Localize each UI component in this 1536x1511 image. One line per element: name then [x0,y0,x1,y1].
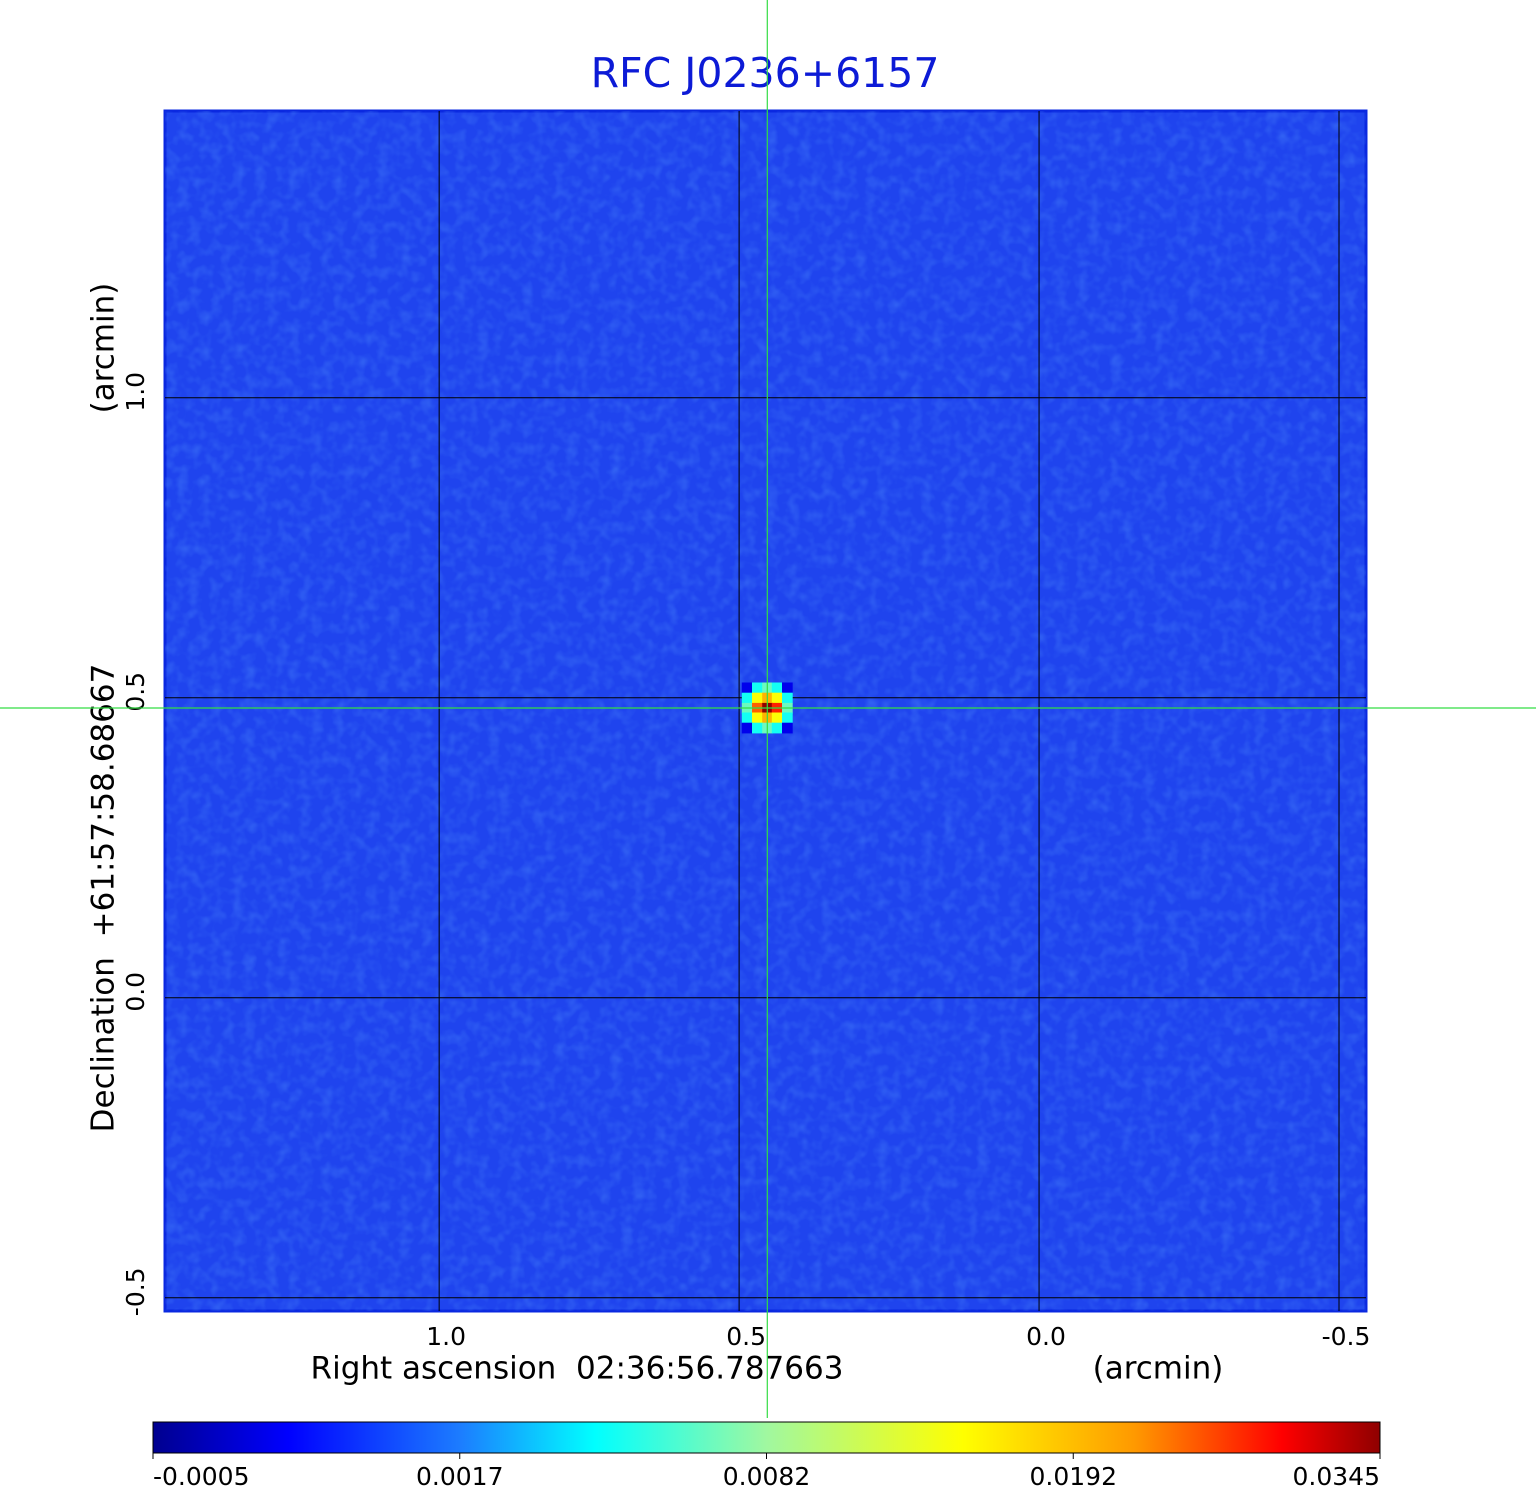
y-tick-label: -0.5 [121,1267,150,1316]
x-tick-label: 0.5 [726,1322,766,1351]
colorbar-tick-label: 0.0017 [416,1462,503,1491]
x-tick-label: -0.5 [1322,1322,1371,1351]
source-pixel [741,712,753,724]
source-pixel [752,692,763,704]
colorbar-tick-label: 0.0082 [723,1462,810,1491]
source-pixel [741,692,753,704]
source-pixel [752,722,763,734]
colorbar-tick-label: 0.0192 [1030,1462,1117,1491]
x-tick-label: 1.0 [426,1322,466,1351]
y-tick-label: 0.5 [121,672,150,712]
chart-title: RFC J0236+6157 [591,49,940,97]
source-pixel [781,722,793,734]
x-axis-unit: (arcmin) [1093,1351,1224,1387]
colorbar-tick-label: 0.0345 [1293,1462,1380,1491]
source-pixel [771,692,783,704]
y-tick-label: 1.0 [121,372,150,412]
colorbar-tick-label: -0.0005 [153,1462,250,1491]
y-axis-label: Declination +61:57:58.68667 [86,664,122,1133]
source-pixel [752,682,763,694]
y-tick-label: 0.0 [121,972,150,1012]
source-pixel [771,722,783,734]
x-tick-label: 0.0 [1026,1322,1066,1351]
source-pixel [741,722,753,734]
x-axis-label: Right ascension 02:36:56.787663 [311,1351,844,1387]
colorbar [152,1421,1381,1454]
source-pixel [741,682,753,694]
source-pixel [781,682,793,694]
source-pixel [781,692,793,704]
source-pixel [771,712,783,724]
source-pixel [771,682,783,694]
y-axis-unit: (arcmin) [86,283,122,414]
source-pixel [781,712,793,724]
source-pixel [752,712,763,724]
